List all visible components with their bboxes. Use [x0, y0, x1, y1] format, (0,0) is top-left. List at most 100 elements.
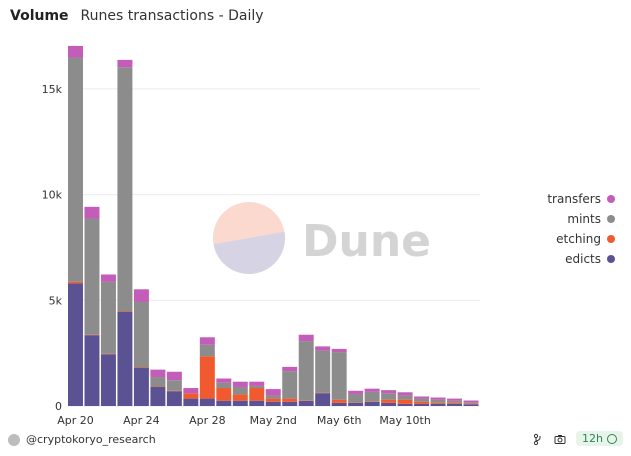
bar-transfers [315, 346, 331, 351]
bar-transfers [84, 206, 100, 219]
bar-transfers [265, 389, 281, 396]
avatar [8, 433, 20, 446]
fork-icon[interactable] [532, 433, 544, 445]
bar-mints [84, 218, 100, 335]
bar-etching [216, 388, 232, 401]
bar-edicts [150, 386, 166, 406]
bar-etching [298, 400, 314, 401]
bar-edicts [397, 403, 413, 406]
credit-text: @cryptokoryo_research [26, 433, 156, 446]
bar-etching [315, 392, 331, 394]
x-tick-label: Apr 28 [189, 414, 226, 427]
bar-transfers [414, 396, 430, 399]
bar-etching [150, 386, 166, 388]
bar-transfers [117, 59, 133, 68]
bar-transfers [199, 337, 215, 345]
bar-mints [414, 398, 430, 402]
bar-transfers [364, 388, 380, 392]
bar-edicts [414, 403, 430, 406]
bar-etching [133, 367, 149, 369]
dune-watermark: Dune [213, 202, 431, 274]
bars [68, 45, 479, 406]
bar-etching [282, 398, 298, 402]
bar-transfers [430, 397, 446, 400]
bar-etching [232, 394, 248, 401]
bar-edicts [199, 398, 215, 406]
legend-label: edicts [565, 252, 601, 266]
bar-etching [414, 401, 430, 404]
bar-etching [183, 393, 199, 399]
bar-mints [100, 281, 116, 354]
bar-mints [348, 393, 364, 403]
bar-edicts [298, 400, 314, 406]
bar-edicts [117, 311, 133, 406]
bar-edicts [364, 401, 380, 406]
bar-mints [232, 386, 248, 395]
panel-title: Volume [10, 8, 69, 24]
bar-edicts [265, 401, 281, 406]
y-tick-label: 15k [42, 83, 63, 96]
bar-etching [447, 402, 463, 404]
bar-transfers [348, 390, 364, 394]
bar-etching [397, 399, 413, 404]
y-tick-label: 0 [55, 400, 62, 413]
bar-mints [298, 341, 314, 401]
bar-mints [331, 352, 347, 400]
bar-transfers [166, 371, 182, 381]
bar-etching [166, 390, 182, 392]
bar-edicts [84, 335, 100, 406]
bar-mints [315, 350, 331, 393]
bar-mints [199, 344, 215, 357]
bar-etching [430, 402, 446, 404]
bar-mints [150, 377, 166, 387]
bar-edicts [100, 354, 116, 406]
bar-transfers [216, 378, 232, 383]
bar-mints [166, 380, 182, 391]
x-tick-label: May 6th [317, 414, 362, 427]
legend-label: mints [567, 212, 601, 226]
bar-transfers [133, 289, 149, 302]
y-tick-label: 10k [42, 189, 63, 202]
legend-swatch [607, 235, 615, 243]
bar-edicts [447, 403, 463, 406]
bar-mints [447, 400, 463, 403]
bar-transfers [232, 381, 248, 387]
refresh-badge[interactable]: 12h [576, 431, 623, 446]
bar-etching [68, 281, 83, 284]
bar-etching [364, 401, 380, 402]
bar-mints [265, 395, 281, 399]
check-icon [607, 433, 617, 444]
footer: @cryptokoryo_research 12h [0, 430, 631, 452]
bar-mints [117, 67, 133, 312]
bar-mints [381, 393, 397, 400]
credit[interactable]: @cryptokoryo_research [8, 433, 156, 446]
watermark-half [213, 231, 285, 274]
legend: transfers mints etching edicts [547, 192, 615, 266]
bar-transfers [282, 366, 298, 372]
bar-edicts [249, 400, 265, 406]
camera-icon[interactable] [554, 433, 566, 445]
bar-etching [199, 356, 215, 399]
bar-edicts [282, 401, 298, 406]
x-tick-label: Apr 20 [57, 414, 94, 427]
bar-etching [84, 334, 100, 336]
bar-transfers [463, 400, 479, 403]
bar-edicts [331, 402, 347, 406]
legend-label: transfers [547, 192, 601, 206]
bar-etching [331, 399, 347, 403]
x-axis: Apr 20 Apr 24 Apr 28 May 2nd May 6th May 10th [57, 414, 431, 427]
bar-mints [216, 382, 232, 389]
bar-etching [265, 398, 281, 402]
bar-mints [463, 402, 479, 404]
bar-etching [463, 403, 479, 405]
bar-mints [68, 57, 83, 282]
x-tick-label: May 10th [379, 414, 431, 427]
refresh-label: 12h [582, 432, 603, 445]
bar-mints [282, 371, 298, 399]
bar-transfers [150, 369, 166, 378]
bar-transfers [249, 381, 265, 386]
x-tick-label: May 2nd [250, 414, 297, 427]
bar-transfers [397, 392, 413, 396]
bar-transfers [381, 390, 397, 394]
bar-mints [397, 395, 413, 400]
